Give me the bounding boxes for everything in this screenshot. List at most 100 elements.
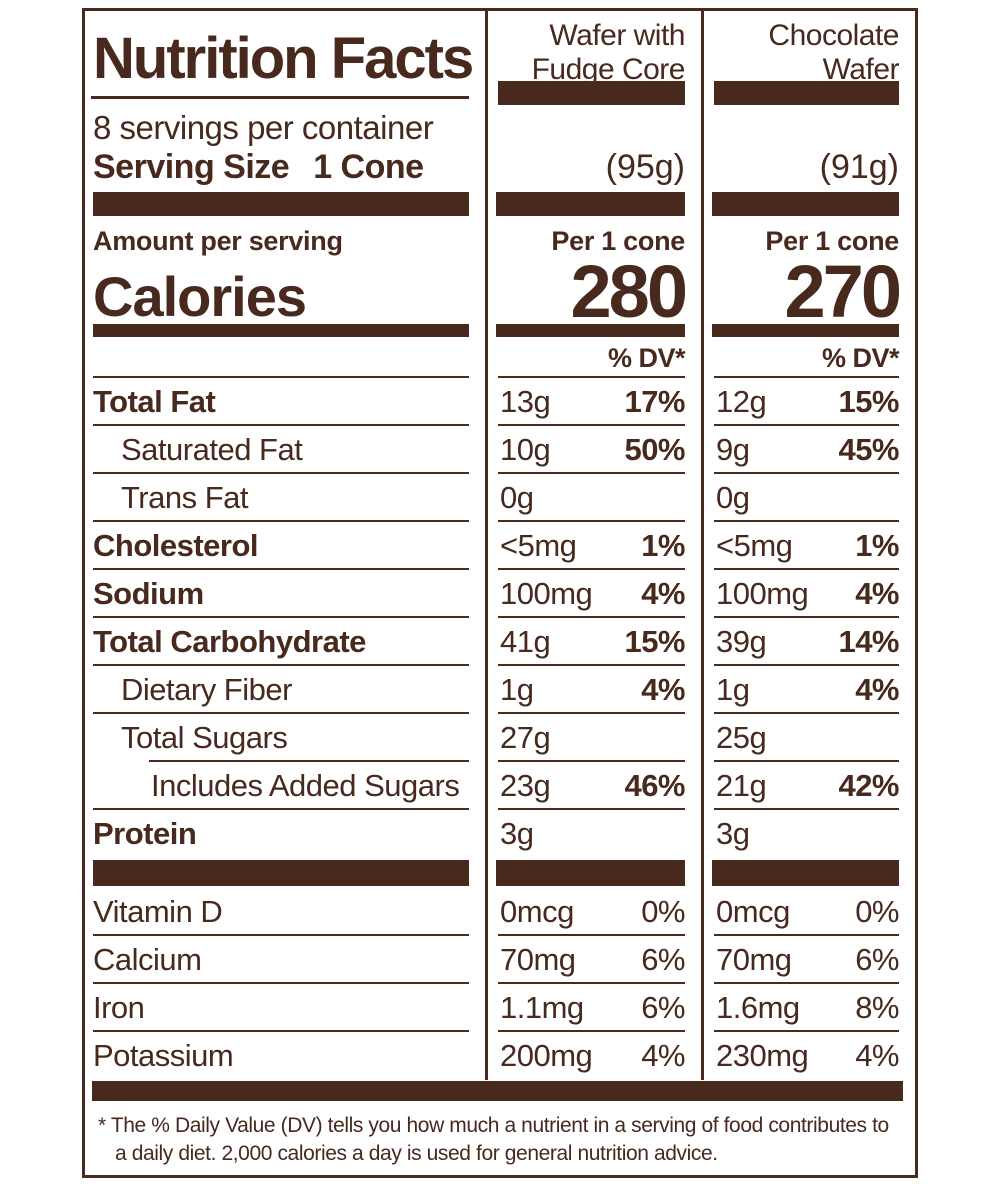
- cholesterol-col2: <5mg 1%: [701, 522, 915, 570]
- serving-info-cell: 8 servings per container Serving Size 1 C…: [85, 105, 485, 191]
- dietary-fiber-col2: 1g 4%: [701, 666, 915, 714]
- footnote: * The % Daily Value (DV) tells you how m…: [85, 1102, 915, 1175]
- nutrient-amount: 41g: [500, 624, 551, 659]
- nutrient-dv: 1%: [855, 528, 899, 563]
- total-sugars-col2: 25g: [701, 714, 915, 762]
- nutrient-dv: 42%: [838, 768, 899, 803]
- label-title-cell: Nutrition Facts: [85, 11, 485, 105]
- saturated-fat-col1: 10g 50%: [485, 426, 701, 474]
- trans-fat-col2: 0g: [701, 474, 915, 522]
- nutrient-amount: 10g: [500, 432, 551, 467]
- nutrient-name-vitamin-d: Vitamin D: [85, 888, 485, 936]
- separator-bar-cell: [701, 191, 915, 217]
- serving-size-line: Serving Size 1 Cone: [93, 148, 424, 187]
- column2-header-bar: [714, 81, 899, 105]
- trans-fat-col1: 0g: [485, 474, 701, 522]
- iron-col2: 1.6mg 8%: [701, 984, 915, 1032]
- nutrient-dv: 4%: [641, 1038, 685, 1073]
- nutrient-dv: 4%: [855, 672, 899, 707]
- nutrient-amount: 70mg: [500, 942, 576, 977]
- column1-per-serving-label: Per 1 cone: [551, 226, 685, 256]
- nutrient-dv: 4%: [855, 1038, 899, 1073]
- column1-name-line2: Fudge Core: [531, 53, 686, 87]
- separator-bar-cell: [485, 858, 701, 888]
- protein-col1: 3g: [485, 810, 701, 858]
- nutrient-name-saturated-fat: Saturated Fat: [85, 426, 485, 474]
- column2-calories-cell: 270: [701, 250, 915, 334]
- nutrient-amount: 25g: [716, 720, 767, 755]
- nutrient-amount: 21g: [716, 768, 767, 803]
- nutrient-dv: 6%: [855, 942, 899, 977]
- added-sugars-col1: 23g 46%: [485, 762, 701, 810]
- column1-serving-weight-cell: (95g): [485, 105, 701, 191]
- nutrient-amount: 70mg: [716, 942, 792, 977]
- column1-per-serving-cell: Per 1 cone: [485, 217, 701, 259]
- nutrient-name-total-fat: Total Fat: [85, 378, 485, 426]
- nutrient-dv: 46%: [624, 768, 685, 803]
- nutrient-dv: 15%: [838, 384, 899, 419]
- nutrient-dv: 0%: [641, 894, 685, 929]
- nutrient-amount: 0mcg: [716, 894, 790, 929]
- dv-header-spacer: [85, 338, 485, 378]
- separator-bar-cell: [701, 858, 915, 888]
- nutrient-amount: 230mg: [716, 1038, 809, 1073]
- vitamin-d-col2: 0mcg 0%: [701, 888, 915, 936]
- nutrient-dv: 1%: [641, 528, 685, 563]
- separator-bar: [496, 860, 685, 886]
- serving-size-label: Serving Size: [93, 148, 290, 186]
- sodium-col2: 100mg 4%: [701, 570, 915, 618]
- column2-serving-weight-cell: (91g): [701, 105, 915, 191]
- serving-size-value: 1 Cone: [313, 148, 424, 186]
- column2-name-line2: Wafer: [822, 53, 900, 87]
- cholesterol-col1: <5mg 1%: [485, 522, 701, 570]
- amount-per-serving-label: Amount per serving: [93, 226, 343, 256]
- footnote-line1: * The % Daily Value (DV) tells you how m…: [98, 1114, 889, 1137]
- sodium-col1: 100mg 4%: [485, 570, 701, 618]
- separator-bar-cell: [85, 323, 485, 338]
- separator-bar: [496, 192, 685, 216]
- total-fat-col2: 12g 15%: [701, 378, 915, 426]
- amount-per-serving-cell: Amount per serving: [85, 217, 485, 259]
- nutrient-dv: 4%: [641, 672, 685, 707]
- total-sugars-col1: 27g: [485, 714, 701, 762]
- separator-bar-cell: [701, 323, 915, 338]
- nutrition-facts-label: Nutrition Facts Wafer with Fudge Core Ch…: [82, 8, 918, 1179]
- nutrient-dv: 8%: [855, 990, 899, 1025]
- footnote-line2: a daily diet. 2,000 calories a day is us…: [115, 1141, 718, 1165]
- nutrient-amount: 0g: [500, 480, 534, 515]
- nutrient-name-total-sugars: Total Sugars: [85, 714, 485, 762]
- nutrient-dv: 0%: [855, 894, 899, 929]
- iron-col1: 1.1mg 6%: [485, 984, 701, 1032]
- separator-bar: [712, 192, 899, 216]
- calcium-col2: 70mg 6%: [701, 936, 915, 984]
- column1-dv-header: % DV*: [607, 342, 686, 373]
- separator-bar-cell: [85, 191, 485, 217]
- nutrient-amount: 1.6mg: [716, 990, 800, 1025]
- nutrient-dv: 17%: [624, 384, 685, 419]
- column1-name-line1: Wafer with: [549, 19, 685, 52]
- nutrient-amount: 1g: [500, 672, 534, 707]
- nutrient-name-total-carbohydrate: Total Carbohydrate: [85, 618, 485, 666]
- nutrient-dv: 4%: [641, 576, 685, 611]
- nutrient-name-dietary-fiber: Dietary Fiber: [85, 666, 485, 714]
- total-carbohydrate-col1: 41g 15%: [485, 618, 701, 666]
- nutrient-dv: 15%: [624, 624, 685, 659]
- nutrient-amount: 3g: [716, 816, 750, 851]
- nutrient-name-protein: Protein: [93, 816, 197, 851]
- calcium-col1: 70mg 6%: [485, 936, 701, 984]
- separator-bar-cell: [485, 191, 701, 217]
- protein-col2: 3g: [701, 810, 915, 858]
- total-carbohydrate-col2: 39g 14%: [701, 618, 915, 666]
- nutrient-name-potassium: Potassium: [93, 1038, 234, 1073]
- column2-product-name: Chocolate Wafer: [708, 19, 899, 87]
- column2-calories-value: 270: [784, 250, 902, 334]
- nutrient-name-added-sugars: Includes Added Sugars: [85, 762, 485, 810]
- nutrient-amount: 1g: [716, 672, 750, 707]
- nutrient-amount: <5mg: [500, 528, 577, 563]
- servings-per-container: 8 servings per container: [93, 109, 434, 146]
- nutrient-dv: 14%: [838, 624, 899, 659]
- nutrient-name-iron: Iron: [85, 984, 485, 1032]
- nutrient-name-cholesterol: Cholesterol: [85, 522, 485, 570]
- nutrient-amount: 1.1mg: [500, 990, 584, 1025]
- calories-label: Calories: [93, 264, 307, 328]
